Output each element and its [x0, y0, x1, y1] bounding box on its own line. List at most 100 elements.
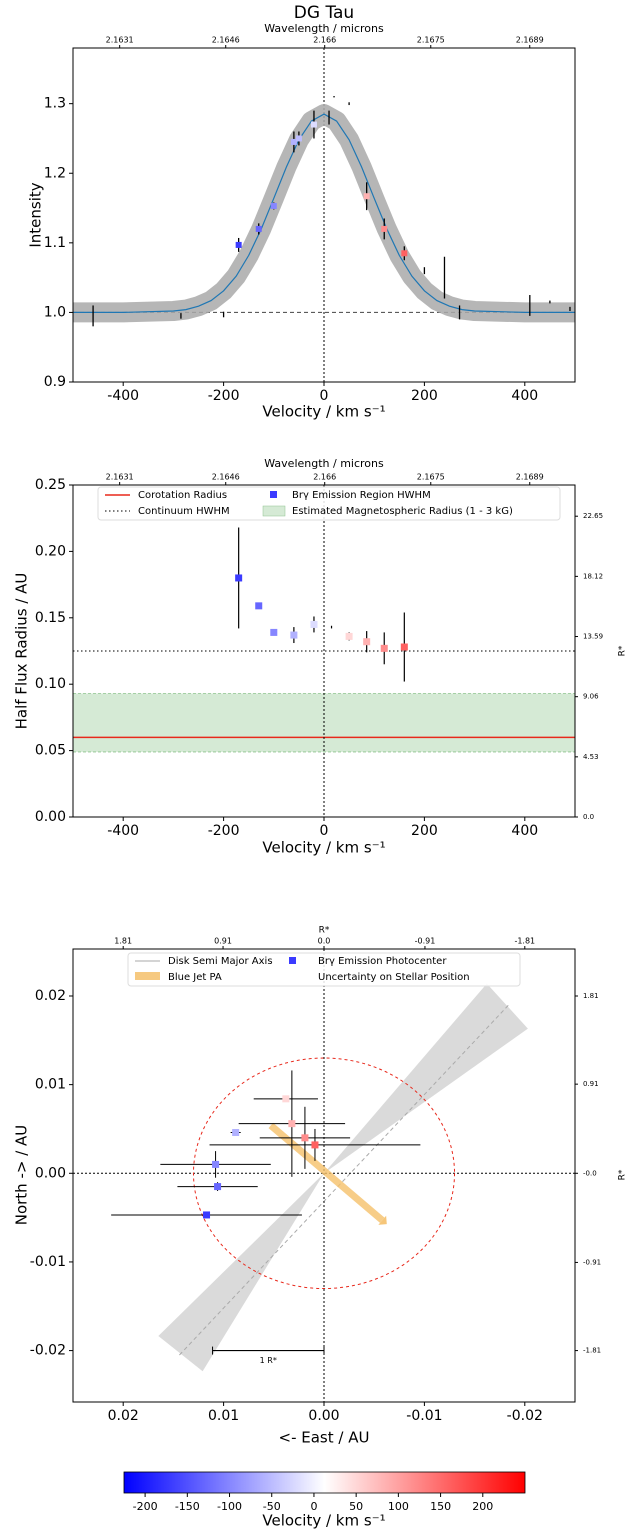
- top-tick-label: -0.91: [415, 937, 436, 946]
- data-point: [381, 225, 388, 232]
- x-axis-label: Velocity / km s⁻¹: [262, 839, 385, 857]
- data-point: [295, 135, 302, 142]
- x-axis-label: <- East / AU: [279, 1429, 370, 1447]
- top-tick-label: -1.81: [514, 937, 535, 946]
- bottom-tick-label: 0: [310, 1500, 317, 1513]
- legend-label: Brγ Emission Photocenter: [318, 956, 447, 967]
- data-point: [270, 628, 278, 636]
- jet-arrow: [268, 1122, 385, 1223]
- data-point: [310, 121, 317, 128]
- data-point: [301, 1134, 309, 1142]
- uncertainty-circle: [192, 1057, 456, 1290]
- data-point: [212, 1160, 220, 1168]
- bottom-tick-label: -200: [208, 823, 240, 839]
- bottom-tick-label: -200: [133, 1500, 158, 1513]
- left-tick-label: 0.05: [35, 743, 66, 759]
- bottom-tick-label: 200: [411, 388, 438, 404]
- top-tick-label: 0.0: [318, 937, 331, 946]
- right-tick-label: -0.0: [583, 1169, 597, 1177]
- scale-bar-label: 1 R*: [260, 1356, 277, 1365]
- bottom-tick-label: 150: [430, 1500, 451, 1513]
- bottom-tick-label: -200: [208, 388, 240, 404]
- legend-label: Estimated Magnetospheric Radius (1 - 3 k…: [292, 506, 513, 517]
- top-tick-label: 2.1675: [417, 473, 445, 482]
- data-point: [270, 202, 277, 209]
- right-tick-label: 4.53: [583, 753, 599, 761]
- left-tick-label: 1.2: [44, 165, 66, 181]
- bottom-tick-label: -0.02: [507, 1408, 543, 1424]
- bottom-tick-label: -100: [217, 1500, 242, 1513]
- right-tick-label: 0.91: [583, 1080, 599, 1088]
- left-tick-label: -0.02: [30, 1343, 66, 1359]
- bottom-tick-label: -400: [107, 823, 139, 839]
- disk-wedge: [158, 1173, 324, 1372]
- legend-label: Blue Jet PA: [168, 972, 222, 983]
- x-axis-label: Velocity / km s⁻¹: [262, 403, 385, 421]
- bottom-tick-label: 200: [472, 1500, 493, 1513]
- colorbar-label: Velocity / km s⁻¹: [262, 1512, 385, 1530]
- data-point: [401, 250, 408, 257]
- data-point: [400, 643, 408, 651]
- left-tick-label: 0.00: [35, 1165, 66, 1181]
- disk-axis: [179, 1004, 510, 1356]
- plot-area: [73, 949, 575, 1402]
- left-tick-label: -0.01: [30, 1254, 66, 1270]
- legend-marker: [135, 972, 160, 980]
- right-tick-label: 0.0: [583, 813, 594, 821]
- top-tick-label: 2.1646: [212, 36, 240, 45]
- top-tick-label: 2.166: [313, 473, 336, 482]
- legend-label: Corotation Radius: [138, 490, 227, 501]
- legend-marker: [262, 505, 286, 517]
- data-point: [203, 1211, 211, 1219]
- top-tick-label: 2.1675: [417, 36, 445, 45]
- data-point: [380, 644, 388, 652]
- data-point: [290, 138, 297, 145]
- plot-frame: [72, 47, 576, 383]
- top-tick-label: 2.1631: [106, 473, 134, 482]
- left-tick-label: 1.0: [44, 304, 66, 320]
- data-point: [345, 632, 353, 640]
- bottom-tick-label: 100: [388, 1500, 409, 1513]
- legend-box: [97, 486, 561, 521]
- legend-label: Uncertainty on Stellar Position: [318, 972, 470, 983]
- data-point: [363, 638, 371, 646]
- right-tick-label: 9.06: [583, 693, 599, 701]
- bottom-tick-label: -400: [107, 388, 139, 404]
- data-point: [235, 241, 242, 248]
- left-tick-label: 0.10: [35, 676, 66, 692]
- left-tick-label: 0.20: [35, 543, 66, 559]
- top-axis-label: Wavelength / microns: [264, 22, 384, 35]
- right-tick-label: 22.65: [583, 512, 603, 520]
- colorbar: [123, 1471, 526, 1494]
- left-tick-label: 0.01: [35, 1077, 66, 1093]
- data-point: [310, 620, 318, 628]
- bottom-tick-label: 50: [349, 1500, 363, 1513]
- bottom-tick-label: 0.00: [308, 1408, 339, 1424]
- y-axis-label: R*: [618, 1169, 628, 1180]
- data-point: [363, 193, 370, 200]
- top-tick-label: 2.1631: [106, 36, 134, 45]
- left-tick-label: 0.9: [44, 374, 66, 390]
- left-tick-label: 0.25: [35, 477, 66, 493]
- chart-title: DG Tau: [294, 3, 354, 23]
- data-point: [290, 631, 298, 639]
- top-tick-label: 2.166: [313, 36, 336, 45]
- top-axis-label: R*: [319, 926, 330, 936]
- y-axis-label: North -> / AU: [13, 1125, 31, 1226]
- left-tick-label: 0.15: [35, 610, 66, 626]
- bottom-tick-label: 400: [511, 388, 538, 404]
- disk-wedge: [324, 983, 528, 1174]
- y-axis-label: Half Flux Radius / AU: [13, 573, 31, 730]
- top-tick-label: 2.1689: [516, 36, 544, 45]
- top-tick-label: 2.1689: [516, 473, 544, 482]
- data-point: [288, 1120, 296, 1128]
- top-tick-label: 2.1646: [212, 473, 240, 482]
- legend-marker: [289, 957, 296, 964]
- right-tick-label: 18.12: [583, 572, 603, 580]
- data-point: [311, 1141, 319, 1149]
- data-point: [214, 1183, 222, 1191]
- bottom-tick-label: 0.02: [108, 1408, 139, 1424]
- y-axis-label: R*: [618, 645, 628, 656]
